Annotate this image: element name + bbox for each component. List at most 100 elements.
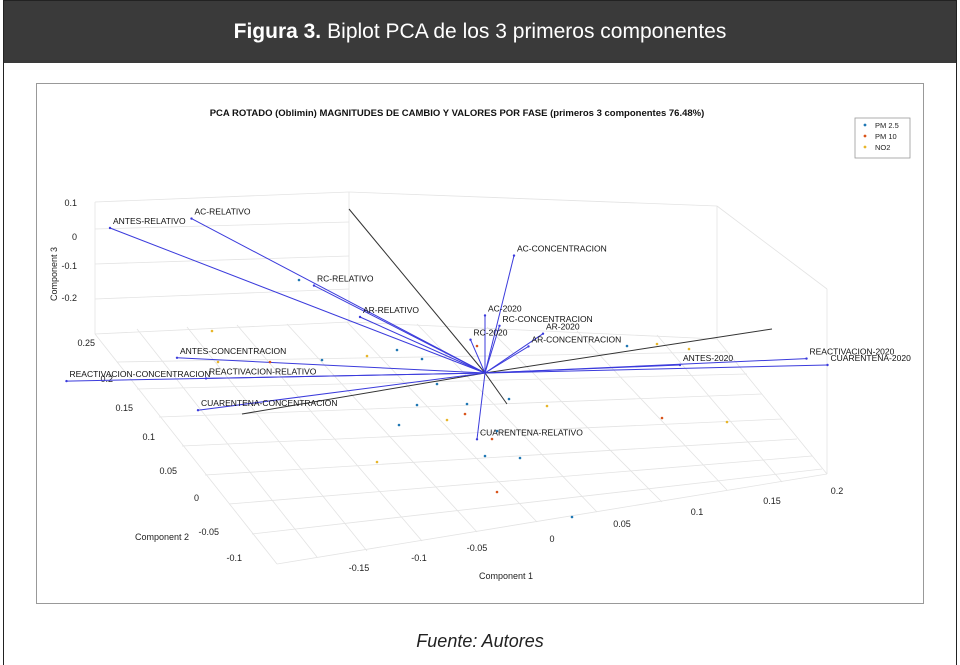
loading-point	[475, 438, 479, 441]
y-tick-label: 0.25	[77, 338, 95, 348]
loading-point	[190, 217, 193, 220]
loading-vector	[484, 333, 544, 374]
x-axis-label: Component 1	[479, 571, 533, 581]
loading-label: ANTES-CONCENTRACION	[180, 346, 286, 356]
score-point	[687, 347, 691, 351]
loading-label: RC-CONCENTRACION	[503, 314, 593, 324]
score-point	[490, 437, 494, 441]
plot-area: PCA ROTADO (Oblimin) MAGNITUDES DE CAMBI…	[36, 83, 924, 604]
z-tick-label: 0	[72, 232, 77, 242]
score-point	[397, 423, 401, 427]
loading-label: REACTIVACION-CONCENTRACION	[70, 369, 211, 379]
legend-label: PM 10	[875, 132, 897, 141]
score-point	[463, 412, 467, 416]
score-point	[625, 344, 629, 348]
x-tick-label: 0.2	[831, 486, 844, 496]
score-point	[375, 460, 379, 464]
loading-label: CUARENTENA-CONCENTRACION	[201, 398, 337, 408]
legend-marker	[863, 145, 867, 149]
score-points	[210, 278, 729, 519]
y-tick-label: 0.1	[142, 432, 155, 442]
score-point	[320, 358, 324, 362]
loading-vector	[176, 357, 486, 374]
loading-label: AR-CONCENTRACION	[532, 334, 622, 344]
loading-vector	[197, 372, 486, 411]
loading-point	[469, 338, 472, 341]
y-tick-labels: 0.25 0.2 0.15 0.1 0.05 0 -0.05 -0.1	[77, 338, 242, 563]
z-tick-labels: 0.1 0 -0.1 -0.2	[61, 198, 77, 303]
score-point	[297, 278, 301, 282]
figure-caption: Biplot PCA de los 3 primeros componentes	[327, 20, 727, 43]
score-point	[216, 360, 220, 364]
loading-label: REACTIVACION-2020	[810, 347, 895, 357]
y-tick-label: 0	[194, 493, 199, 503]
score-point	[475, 344, 479, 348]
loading-vector	[313, 285, 486, 374]
figure-header: Figura 3. Biplot PCA de los 3 primeros c…	[4, 1, 956, 63]
legend-label: NO2	[875, 143, 890, 152]
loading-vector	[484, 325, 500, 374]
score-point	[483, 454, 487, 458]
loading-label: ANTES-2020	[683, 353, 733, 363]
x-tick-label: 0.15	[763, 496, 781, 506]
figure-label: Figura 3.	[233, 20, 322, 43]
score-point	[465, 402, 469, 406]
loading-label: AR-RELATIVO	[363, 305, 419, 315]
score-point	[420, 357, 424, 361]
score-point	[415, 403, 419, 407]
loading-point	[175, 356, 179, 359]
loading-vector	[484, 358, 807, 374]
figure-source: Fuente: Autores	[416, 631, 544, 651]
loading-label: AC-RELATIVO	[195, 207, 251, 217]
z-tick-label: -0.2	[61, 293, 77, 303]
z-tick-label: -0.1	[61, 261, 77, 271]
score-point	[365, 354, 369, 358]
x-tick-label: 0	[549, 534, 554, 544]
loading-vector	[359, 316, 486, 374]
loading-vector	[476, 372, 486, 440]
loading-vector	[66, 372, 486, 382]
score-point	[725, 420, 729, 424]
y-tick-label: 0.2	[100, 374, 113, 384]
pca-biplot: PCA ROTADO (Oblimin) MAGNITUDES DE CAMBI…	[49, 108, 912, 581]
y-tick-label: -0.1	[226, 553, 242, 563]
origin-axes	[241, 208, 773, 415]
legend-marker	[863, 123, 867, 127]
loading-vector	[470, 339, 486, 374]
score-point	[660, 416, 664, 420]
loading-label: AR-2020	[546, 322, 580, 332]
x-tick-label: -0.15	[349, 563, 370, 573]
x-tick-labels: -0.15 -0.1 -0.05 0 0.05 0.1 0.15 0.2	[349, 486, 844, 573]
legend-marker	[863, 134, 867, 138]
loading-label: CUARENTENA-RELATIVO	[480, 427, 583, 437]
loading-point	[527, 345, 530, 348]
loading-vector	[484, 364, 828, 374]
score-point	[655, 342, 659, 346]
loading-label: RC-2020	[474, 328, 508, 338]
loading-vector	[191, 218, 486, 374]
y-tick-label: -0.05	[198, 527, 219, 537]
score-point	[445, 418, 449, 422]
loading-point	[483, 314, 487, 317]
score-point	[395, 348, 399, 352]
loading-vector	[109, 227, 486, 374]
score-point	[570, 515, 574, 519]
score-point	[435, 382, 439, 386]
loading-label: AC-2020	[488, 304, 522, 314]
chart-title: PCA ROTADO (Oblimin) MAGNITUDES DE CAMBI…	[210, 108, 705, 119]
loading-vector	[484, 255, 515, 374]
loading-label: AC-CONCENTRACION	[517, 244, 607, 254]
loading-label: REACTIVACION-RELATIVO	[209, 366, 317, 376]
chart-legend: PM 2.5 PM 10 NO2	[854, 117, 911, 159]
score-point	[210, 329, 214, 333]
loading-point	[65, 379, 68, 383]
loading-label: CUARENTENA-2020	[831, 353, 912, 363]
score-point	[495, 490, 499, 494]
figure-frame: Figura 3. Biplot PCA de los 3 primeros c…	[3, 0, 957, 665]
loading-point	[826, 363, 829, 367]
z-axis-label: Component 3	[49, 247, 59, 301]
x-tick-label: 0.1	[691, 507, 704, 517]
loading-point	[541, 332, 545, 335]
loading-point	[805, 357, 808, 360]
score-point	[507, 397, 511, 401]
